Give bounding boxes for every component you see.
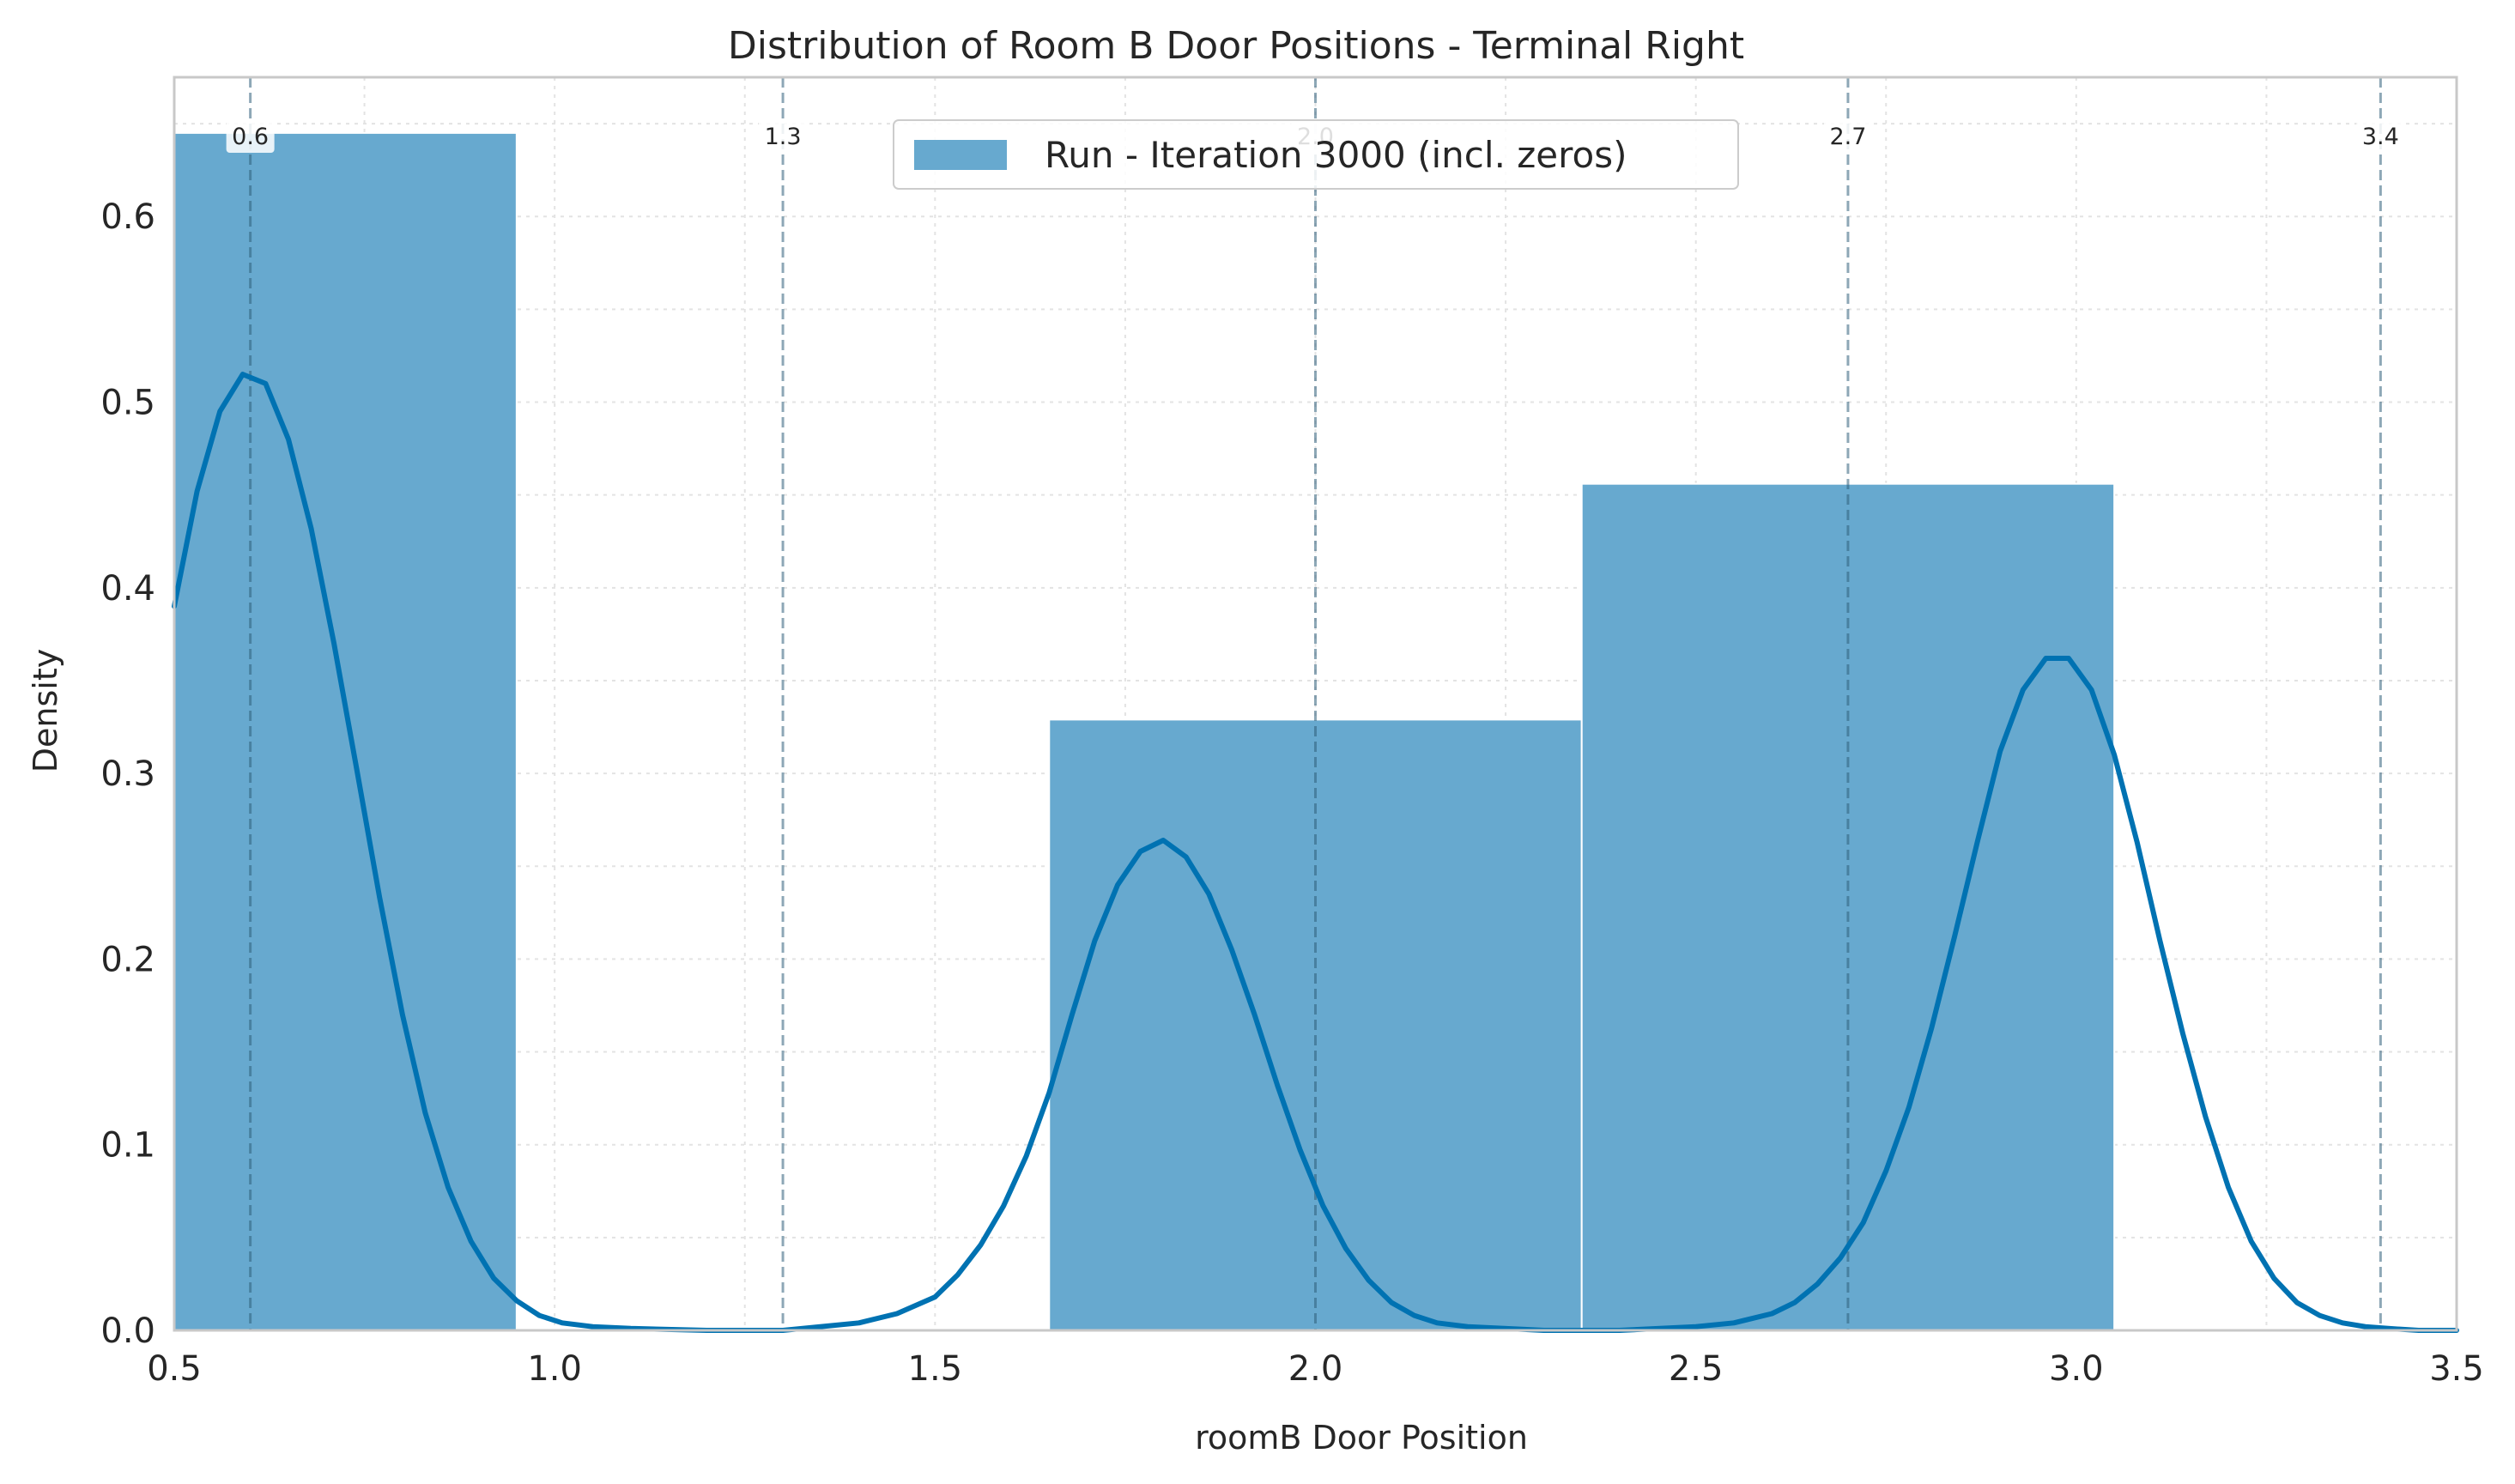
x-tick-label: 1.0 [527,1349,582,1389]
y-tick-label: 0.6 [100,197,155,237]
vertical-line-label-bg [1823,120,1872,153]
kde-curve-layer [172,372,2459,1333]
legend-box [893,119,1739,190]
kde-curve [172,372,2459,1333]
vertical-line-label: 3.4 [2362,124,2399,150]
y-tick-label: 0.5 [100,384,155,423]
axis-ticks: 0.5 1.0 1.5 2.0 2.5 3.0 3.5 0.0 0.1 0.2 0.3 0.4 0.5 0… [100,197,2483,1389]
x-axis-label: roomB Door Position [1195,1419,1528,1457]
y-tick-label: 0.4 [100,569,155,609]
legend: Run - Iteration 3000 (incl. zeros) [893,119,1739,190]
x-tick-label: 0.5 [147,1349,202,1389]
histogram-bar [173,131,518,1331]
x-tick-label: 3.0 [2049,1349,2104,1389]
plot-frame [173,76,2458,1332]
x-tick-label: 3.5 [2429,1349,2484,1389]
x-tick-label: 1.5 [908,1349,963,1389]
x-tick-label: 2.5 [1669,1349,1724,1389]
legend-label: Run - Iteration 3000 (incl. zeros) [1045,134,1627,176]
vertical-line-label-bg [2356,120,2405,153]
legend-swatch [914,140,1007,170]
vertical-line-label-bg [759,120,808,153]
vertical-reference-lines [249,77,2382,1330]
y-tick-label: 0.0 [100,1311,155,1351]
y-tick-label: 0.1 [100,1126,155,1166]
vertical-line-label: 0.6 [232,124,269,150]
y-axis-label: Density [27,649,64,772]
vertical-line-label-bg [226,120,275,153]
y-tick-label: 0.2 [100,940,155,979]
x-tick-label: 2.0 [1288,1349,1343,1389]
vertical-line-label: 2.7 [1829,124,1866,150]
chart-title: Distribution of Room B Door Positions - … [728,24,1744,68]
vertical-line-label: 1.3 [765,124,802,150]
y-tick-label: 0.3 [100,754,155,794]
